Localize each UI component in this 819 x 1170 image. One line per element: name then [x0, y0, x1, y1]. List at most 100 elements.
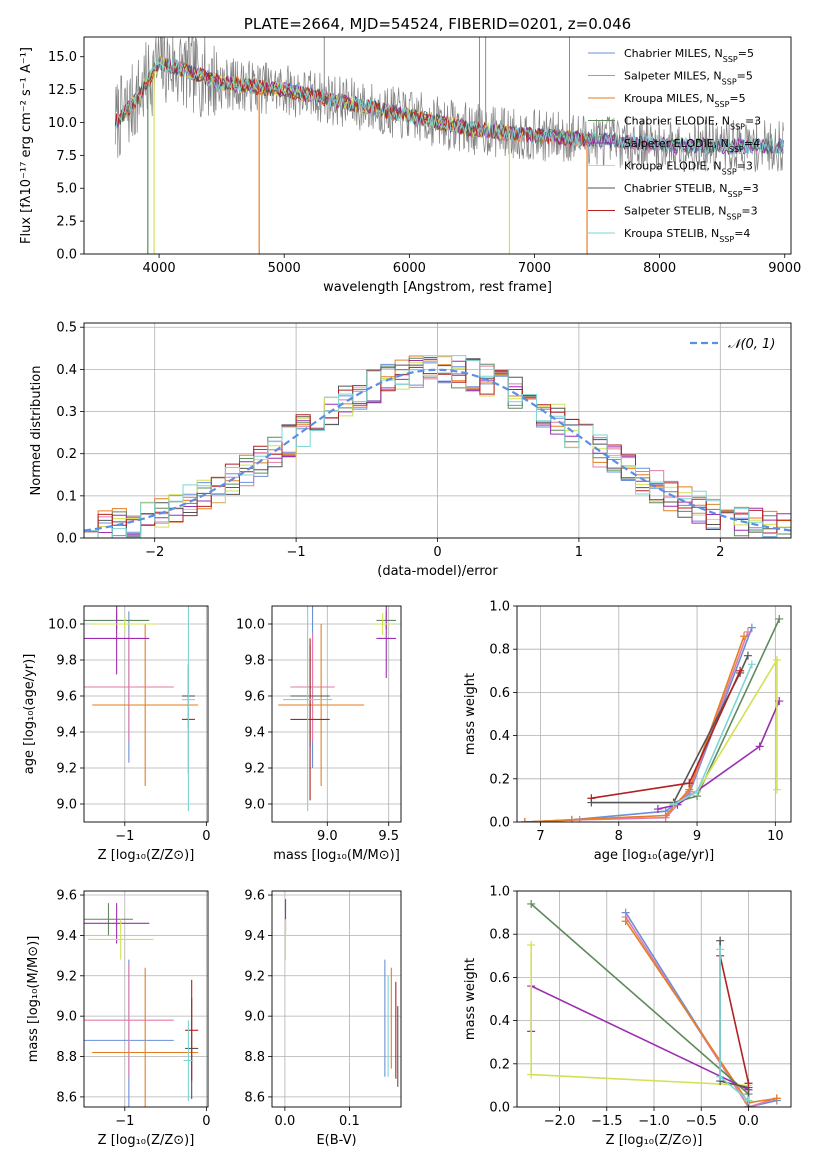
spectrum-plot-area	[114, 37, 784, 254]
legend-label-chabrier_miles: Chabrier MILES, NSSP=5	[624, 47, 754, 64]
y-tick-label: 9.0	[244, 798, 265, 813]
weight-marker-kroupa_stelib	[716, 945, 725, 954]
y-tick-label: 0.0	[489, 816, 510, 831]
weight-marker-salpeter_stelib	[587, 794, 596, 803]
x-tick-label: 9.0	[317, 829, 338, 844]
weight-marker-salpeter_stelib	[744, 1079, 753, 1088]
x-tick-label: −0.5	[685, 1114, 717, 1129]
x-axis-label: mass [log₁₀(M/M⊙)]	[273, 848, 400, 863]
legend-label-salpeter_miles: Salpeter MILES, NSSP=5	[624, 70, 753, 87]
weight-marker-chabrier_elodie	[527, 899, 536, 908]
y-tick-label: 0.0	[56, 532, 77, 547]
y-tick-label: 7.5	[56, 149, 77, 164]
y-tick-label: 0.2	[56, 447, 77, 462]
x-axis-label: Z [log₁₀(Z/Z⊙)]	[98, 1133, 195, 1148]
y-tick-label: 9.8	[244, 654, 265, 669]
y-tick-label: 9.2	[244, 762, 265, 777]
weight-marker-kroupa_stelib	[744, 1096, 753, 1105]
y-axis-label: Flux [fλ10⁻¹⁷ erg cm⁻² s⁻¹ A⁻¹]	[19, 47, 34, 244]
legend-label-kroupa_stelib: Kroupa STELIB, NSSP=4	[624, 227, 750, 244]
x-tick-label: 9000	[768, 261, 801, 276]
weight-marker-kroupa_elodie	[772, 656, 781, 664]
legend-label-chabrier_stelib: Chabrier STELIB, NSSP=3	[624, 182, 759, 199]
weight-vs-metallicity-panel: −2.0 −1.5 −1.0 −0.5 0.0 0.0 0.2 0.4 0.6 0.8 1.0 Z […	[463, 885, 792, 1148]
y-tick-label: 9.4	[244, 929, 265, 944]
weight-marker-kroupa_miles	[567, 815, 576, 822]
axes-frame	[83, 322, 792, 539]
x-tick-label: 4000	[143, 261, 176, 276]
x-tick-label: 0.0	[738, 1114, 759, 1129]
weight-marker-kroupa_elodie	[772, 785, 781, 794]
weight-marker-kroupa_miles	[772, 1094, 781, 1103]
x-axis-label: (data-model)/error	[377, 564, 498, 579]
legend-label-kroupa_elodie: Kroupa ELODIE, NSSP=3	[624, 160, 753, 177]
y-tick-label: 9.6	[244, 889, 265, 904]
errorbar-area	[278, 606, 397, 812]
x-axis-label: wavelength [Angstrom, rest frame]	[323, 280, 552, 295]
x-tick-label: 2	[716, 545, 724, 560]
y-tick-label: 0.0	[56, 248, 77, 263]
y-tick-label: 0.1	[56, 489, 77, 504]
x-tick-label: 0	[433, 545, 441, 560]
weight-marker-salpeter_stelib	[685, 779, 694, 788]
weight-marker-kroupa_stelib	[693, 787, 702, 796]
weight-marker-kroupa_miles	[621, 917, 630, 926]
y-tick-label: 8.8	[56, 1050, 77, 1065]
y-tick-label: 8.8	[244, 1050, 265, 1065]
y-tick-label: 10.0	[48, 618, 77, 633]
x-tick-label: 1	[575, 545, 583, 560]
x-tick-label: 8	[615, 829, 623, 844]
axes-frame	[83, 36, 792, 255]
weight-line-chabrier_elodie	[530, 903, 750, 1095]
errorbar-area	[284, 899, 399, 1087]
y-axis-label: age [log₁₀(age/yr)]	[22, 654, 37, 775]
weight-line-chabrier_miles	[625, 912, 777, 1107]
y-tick-label: 9.6	[56, 889, 77, 904]
y-axis-label: mass [log₁₀(M/M⊙)]	[26, 936, 41, 1063]
y-tick-label: 0.5	[56, 321, 77, 336]
weight-line-salpeter_elodie	[530, 984, 749, 1091]
x-tick-label: −1	[115, 829, 134, 844]
y-tick-label: 0.2	[489, 1057, 510, 1072]
y-tick-label: 9.0	[56, 1010, 77, 1025]
histogram-salpeter_miles	[84, 355, 791, 538]
legend-label-salpeter_elodie: Salpeter ELODIE, NSSP=4	[624, 137, 760, 154]
weight-marker-salpeter_miles	[743, 627, 752, 636]
x-axis-label: E(B-V)	[316, 1133, 356, 1148]
y-tick-label: 10.0	[48, 116, 77, 131]
weight-marker-kroupa_miles	[661, 811, 670, 820]
x-tick-label: −2	[145, 545, 164, 560]
x-tick-label: −1	[287, 545, 306, 560]
weight-marker-kroupa_miles	[740, 632, 749, 641]
x-tick-label: 0	[202, 829, 210, 844]
x-tick-label: 0.0	[275, 1114, 296, 1129]
y-tick-label: 0.0	[489, 1101, 510, 1116]
histogram-kroupa_stelib	[84, 355, 791, 538]
weight-marker-chabrier_stelib	[716, 936, 725, 945]
weight-marker-chabrier_elodie	[775, 614, 784, 623]
y-tick-label: 0.2	[489, 772, 510, 787]
model-line-kroupa_stelib	[114, 56, 784, 156]
weight-line-chabrier_miles	[524, 627, 753, 822]
x-tick-label: 7000	[518, 261, 551, 276]
legend-label-normal: 𝒩(0, 1)	[728, 337, 775, 352]
x-tick-label: −1	[115, 1114, 134, 1129]
weight-marker-salpeter_elodie	[653, 805, 662, 814]
weight-marker-kroupa_elodie	[527, 1070, 536, 1079]
y-tick-label: 8.6	[244, 1090, 265, 1105]
weight-line-salpeter_miles	[625, 916, 778, 1107]
axes-frame	[83, 890, 209, 1108]
x-tick-label: 10	[767, 829, 784, 844]
x-tick-label: −1.5	[591, 1114, 623, 1129]
axes-frame	[516, 890, 792, 1108]
weight-marker-kroupa_stelib	[747, 660, 756, 669]
y-tick-label: 9.2	[56, 762, 77, 777]
y-tick-label: 9.2	[244, 969, 265, 984]
weight-marker-chabrier_miles	[747, 623, 756, 632]
errorbar-area	[84, 903, 199, 1107]
y-tick-label: 0.6	[489, 686, 510, 701]
x-tick-label: 5000	[268, 261, 301, 276]
spectrum-panel: 4000 5000 6000 7000 8000 9000 0.0 2.5 5.0 7.5 10.0…	[19, 15, 801, 295]
spectrum-legend: Chabrier MILES, NSSP=5 Salpeter MILES, NS…	[588, 47, 761, 244]
y-tick-label: 9.0	[244, 1010, 265, 1025]
